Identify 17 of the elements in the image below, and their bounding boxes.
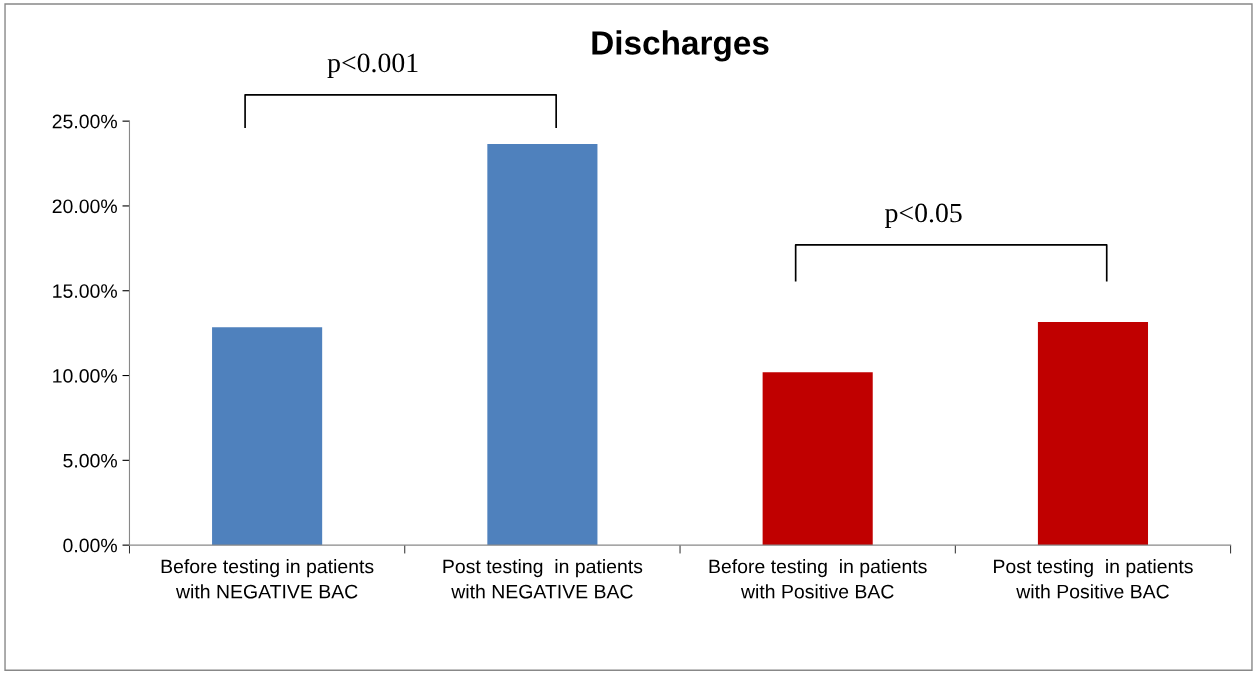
bar [762,372,873,546]
x-tick-label: Post testing in patients with Positive BAC [994,559,1193,599]
text: p<0.001 [327,53,418,78]
y-tick-label: 20.00% [52,199,117,214]
bar [487,144,598,546]
bar [1037,322,1149,546]
y-tick-label: 0.00% [63,538,117,553]
x-tick-label: Before testing in patients with NEGATIVE BAC [161,559,374,599]
bar [212,327,323,546]
chart-title: Discharges [592,30,769,62]
y-tick-label: 25.00% [52,114,117,129]
x-tick-label: Before testing in patients with Positive BAC [709,559,927,599]
x-tick-label: Post testing in patients with NEGATIVE BAC [443,559,643,599]
annotation: p<0.05 [885,203,962,228]
y-tick-label: 15.00% [53,284,117,298]
y-tick-label: 5.00% [63,453,117,468]
y-tick-label: 10.00% [53,369,117,383]
